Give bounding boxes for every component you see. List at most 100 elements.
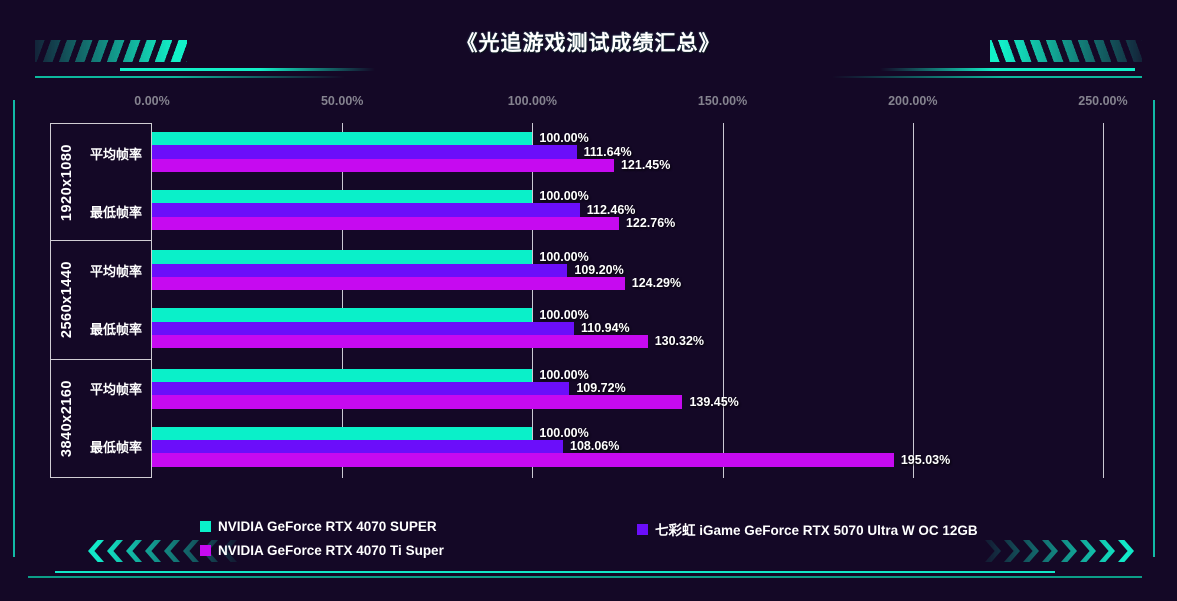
bar-block: 100.00% 109.20% 124.29%	[152, 249, 1141, 291]
bottom-accent-line-2	[28, 576, 1142, 578]
bar-chart: 1920x1080 平均帧率 最低帧率 100.00% 111.64% 121.45% 10…	[50, 123, 1141, 478]
chevron-left-icon	[126, 540, 142, 562]
bar	[152, 190, 533, 204]
bar	[152, 368, 533, 382]
bar-value-label: 100.00%	[539, 307, 589, 322]
bar-value-label: 124.29%	[631, 276, 682, 291]
bar-value-label: 111.64%	[583, 144, 632, 159]
row-labels: 平均帧率 最低帧率	[83, 241, 151, 358]
chevron-right-icon	[985, 540, 1001, 562]
chevron-right-icon	[1080, 540, 1096, 562]
chevron-right-icon	[1099, 540, 1115, 562]
bar-row: 139.45%	[152, 395, 1141, 409]
bar-row: 100.00%	[152, 249, 1141, 264]
bar	[152, 216, 619, 230]
x-tick-label: 200.00%	[888, 94, 938, 108]
bar-row: 130.32%	[152, 334, 1141, 349]
metric-label: 平均帧率	[89, 146, 142, 162]
resolution-label: 1920x1080	[59, 143, 75, 221]
metric-label: 最低帧率	[89, 204, 142, 220]
bar-row: 112.46%	[152, 202, 1141, 217]
bar-row: 111.64%	[152, 144, 1141, 159]
bar	[152, 263, 568, 277]
bar-block: 100.00% 112.46% 122.76%	[152, 190, 1141, 230]
bar	[152, 395, 683, 409]
bar-row: 195.03%	[152, 452, 1141, 467]
legend-item: 七彩虹 iGame GeForce RTX 5070 Ultra W OC 12…	[637, 519, 978, 539]
x-tick-label: 250.00%	[1078, 94, 1128, 108]
legend-swatch	[200, 545, 211, 556]
top-right-accent-line-2	[832, 76, 1142, 78]
bar-row: 110.94%	[152, 321, 1141, 336]
legend-col-1: NVIDIA GeForce RTX 4070 SUPER NVIDIA GeFo…	[200, 519, 444, 558]
legend-series-label: NVIDIA GeForce RTX 4070 SUPER	[218, 519, 437, 534]
bar-row: 100.00%	[152, 426, 1141, 440]
resolution-label: 2560x1440	[59, 261, 75, 339]
category-box: 2560x1440 平均帧率 最低帧率	[50, 241, 152, 360]
gridline	[342, 123, 344, 478]
chevron-right-icon	[1042, 540, 1058, 562]
bar-row: 100.00%	[152, 190, 1141, 204]
chevron-left-icon	[183, 540, 199, 562]
legend-col-2: 七彩虹 iGame GeForce RTX 5070 Ultra W OC 12…	[637, 519, 978, 539]
page-title: 《光追游戏测试成绩汇总》	[456, 32, 721, 56]
chevron-left-icon	[164, 540, 180, 562]
metric-label: 平均帧率	[89, 382, 142, 398]
chevrons-left-icon	[88, 540, 237, 562]
slanted-stripes-right-icon	[990, 40, 1142, 62]
bar	[152, 453, 894, 467]
resolution-label-wrap: 1920x1080	[51, 124, 83, 240]
bar-row: 109.72%	[152, 381, 1141, 396]
metric-label: 最低帧率	[89, 440, 142, 456]
bar	[152, 381, 570, 396]
bar	[152, 250, 533, 264]
bar-row: 122.76%	[152, 216, 1141, 231]
chevron-right-icon	[1023, 540, 1039, 562]
bar-value-label: 100.00%	[539, 131, 589, 146]
chevron-right-icon	[1004, 540, 1020, 562]
plot-groups: 1920x1080 平均帧率 最低帧率 100.00% 111.64% 121.45% 10…	[50, 123, 1141, 478]
gridline	[912, 123, 914, 478]
row-labels: 平均帧率 最低帧率	[83, 360, 151, 477]
x-tick-label: 150.00%	[697, 94, 748, 108]
bar	[152, 334, 648, 349]
top-left-accent-line	[120, 68, 375, 71]
bar-row: 124.29%	[152, 276, 1141, 291]
bar-value-label: 109.72%	[576, 381, 626, 396]
gridline	[532, 123, 534, 478]
bar-row: 100.00%	[152, 307, 1141, 322]
resolution-label: 3840x2160	[59, 379, 75, 457]
bar-value-label: 110.94%	[580, 321, 630, 336]
bar	[152, 321, 574, 335]
gridlines	[152, 123, 1141, 478]
bar-value-label: 121.45%	[620, 158, 671, 173]
bar-row: 100.00%	[152, 368, 1141, 383]
gridline	[722, 123, 724, 478]
chevron-right-icon	[1118, 540, 1134, 562]
x-axis: 0.00% 50.00% 100.00% 150.00% 200.00% 250.00%	[50, 94, 1141, 112]
bar-value-label: 100.00%	[539, 249, 589, 264]
bar	[152, 145, 577, 159]
category-box: 3840x2160 平均帧率最低帧率	[50, 359, 152, 478]
resolution-label-wrap: 3840x2160	[51, 360, 83, 477]
legend-swatch	[200, 521, 211, 532]
chart-group: 1920x1080 平均帧率 最低帧率 100.00% 111.64% 121.45% 10…	[50, 123, 1141, 242]
bar-value-label: 122.76%	[625, 216, 676, 231]
top-left-accent-line-2	[35, 76, 345, 78]
bar-value-label: 112.46%	[586, 202, 636, 217]
plot-zone: 100.00% 109.20% 124.29% 100.00% 110.94% 130.3…	[152, 241, 1141, 359]
bar-row: 121.45%	[152, 158, 1141, 173]
plot-zone: 100.00% 109.72% 139.45% 100.00% 108.06% 195.0…	[152, 360, 1141, 478]
bar	[152, 132, 533, 146]
bar-row: 108.06%	[152, 439, 1141, 454]
bar-block: 100.00% 108.06% 195.03%	[152, 426, 1141, 467]
metric-label: 最低帧率	[89, 321, 142, 337]
bar	[152, 203, 580, 217]
bar	[152, 439, 564, 454]
bar-value-label: 195.03%	[900, 452, 951, 467]
legend-swatch	[637, 523, 648, 535]
bar-value-label: 100.00%	[539, 368, 589, 383]
bar-block: 100.00% 110.94% 130.32%	[152, 307, 1141, 349]
bar-value-label: 130.32%	[654, 334, 705, 349]
